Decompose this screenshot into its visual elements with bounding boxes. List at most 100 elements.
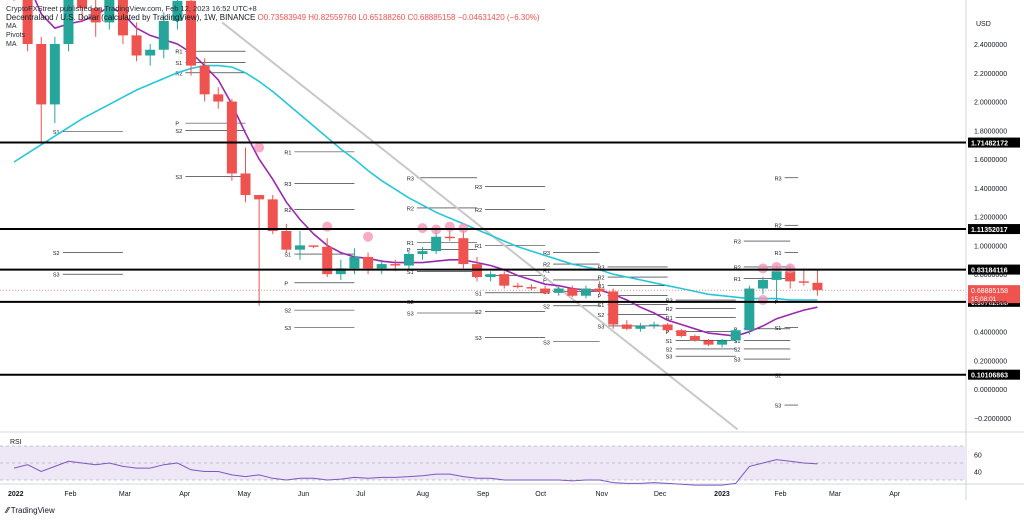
- candle: [186, 0, 197, 76]
- pivot-label-r2: R2: [598, 276, 605, 282]
- rsi-tick-label: 60: [974, 453, 982, 460]
- candle-body: [322, 246, 333, 275]
- pivot-label-s2: S2: [284, 309, 291, 315]
- descending-trendline: [221, 21, 739, 431]
- time-tick-label: Feb: [64, 491, 76, 498]
- pivot-label-s2: S2: [775, 373, 782, 379]
- candle: [417, 246, 428, 260]
- pivot-label-r1: R1: [734, 277, 741, 283]
- pivot-label-s1: S1: [53, 130, 60, 136]
- pivot-label-s1: S1: [734, 339, 741, 345]
- pivot-label-r1: R1: [666, 316, 673, 322]
- candle: [36, 36, 47, 142]
- candle-body: [131, 35, 142, 56]
- candle: [403, 251, 414, 270]
- pivot-label-r2: R2: [734, 265, 741, 271]
- level-tag-label: 1.71482172: [971, 141, 1008, 148]
- chart-grid: [0, 0, 1024, 500]
- pivot-label-r3: R3: [734, 240, 741, 246]
- candle: [580, 285, 591, 299]
- candle: [104, 0, 115, 30]
- pivot-label-r1: R1: [175, 50, 182, 56]
- rsi-label: RSI: [10, 439, 22, 446]
- level-tag-label: 0.83184116: [971, 268, 1008, 275]
- pivot-label-p: P: [598, 294, 602, 300]
- candle-body: [621, 324, 632, 329]
- pivot-label-s3: S3: [598, 324, 605, 330]
- candle-body: [499, 274, 510, 286]
- candle: [172, 0, 183, 30]
- pivot-label-s2: S2: [407, 300, 414, 306]
- pivot-label-s3: S3: [775, 404, 782, 410]
- pivot-label-s1: S1: [284, 253, 291, 259]
- candle-body: [526, 287, 537, 289]
- candles: [13, 0, 823, 348]
- candle-body: [744, 288, 755, 331]
- time-axis[interactable]: 2022 Feb Mar Apr May Jun Jul Aug Sep Oct Nov Dec 202…: [8, 491, 901, 498]
- candle-body: [172, 0, 183, 21]
- candle: [744, 285, 755, 335]
- candle: [158, 12, 169, 59]
- price-axis-unit: USD: [976, 21, 991, 28]
- symbol-line[interactable]: Decentraland / U.S. Dollar (calculated b…: [6, 13, 256, 22]
- candle: [812, 269, 823, 296]
- candle: [757, 277, 768, 295]
- pivot-label-p: P: [284, 281, 288, 287]
- time-tick-label: Mar: [829, 491, 842, 498]
- pivot-label-s3: S3: [543, 340, 550, 346]
- indicator-pivots[interactable]: Pivots: [6, 32, 26, 39]
- candle-body: [717, 340, 728, 345]
- time-tick-label: Apr: [889, 491, 901, 498]
- time-tick-label: May: [238, 491, 252, 498]
- candle: [608, 288, 619, 329]
- price-tick-label: 1.0000000: [974, 243, 1007, 250]
- candle-body: [117, 0, 128, 36]
- candle-body: [63, 0, 74, 45]
- rsi-tick-label: 40: [974, 470, 982, 477]
- candle: [213, 87, 224, 109]
- pivot-label-s2: S2: [734, 347, 741, 353]
- candle-body: [77, 0, 88, 9]
- candle-body: [363, 256, 374, 269]
- pivot-label-r3: R3: [775, 176, 782, 182]
- candle: [63, 0, 74, 52]
- time-tick-label: 2022: [8, 491, 24, 498]
- candle-body: [376, 264, 387, 269]
- reversal-marker: [757, 263, 768, 274]
- candle: [117, 0, 128, 44]
- price-tick-label: 0.6000000: [974, 301, 1007, 308]
- candle: [512, 282, 523, 289]
- candle: [689, 334, 700, 342]
- candle-body: [104, 0, 115, 23]
- candle-body: [254, 195, 265, 200]
- candle-body: [608, 291, 619, 325]
- candle: [199, 58, 210, 102]
- candle-body: [444, 236, 455, 239]
- reversal-marker: [757, 295, 768, 306]
- level-tag: [968, 369, 1020, 380]
- candle-body: [22, 0, 33, 44]
- pivot-label-p: P: [775, 300, 779, 306]
- indicator-ma-slow[interactable]: MA: [6, 41, 17, 48]
- candle: [635, 323, 646, 332]
- pivot-label-s2: S2: [175, 129, 182, 135]
- reversal-markers: [254, 142, 796, 306]
- candle-body: [798, 281, 809, 283]
- level-tag-label: 1.11352017: [971, 227, 1008, 234]
- price-tick-label: 2.0000000: [974, 100, 1007, 107]
- candle: [376, 259, 387, 275]
- candle: [526, 284, 537, 290]
- indicator-ma-fast[interactable]: MA: [6, 23, 17, 30]
- pivot-label-s1: S1: [598, 303, 605, 309]
- candle: [131, 22, 142, 62]
- pivot-label-s2: S2: [53, 251, 60, 257]
- tradingview-logo[interactable]: ⁄⁄ TradingView: [6, 506, 55, 515]
- pivot-label-s1: S1: [175, 61, 182, 67]
- ma-fast-line: [34, 0, 818, 337]
- candle: [294, 231, 305, 260]
- time-tick-label: Jul: [356, 491, 365, 498]
- pivot-label-s3: S3: [666, 355, 673, 361]
- pivot-label-r2: R2: [543, 263, 550, 269]
- candle-body: [812, 282, 823, 290]
- price-axis[interactable]: USD 2.4000000 2.2000000 2.0000000 1.8000000 1…: [974, 21, 1011, 423]
